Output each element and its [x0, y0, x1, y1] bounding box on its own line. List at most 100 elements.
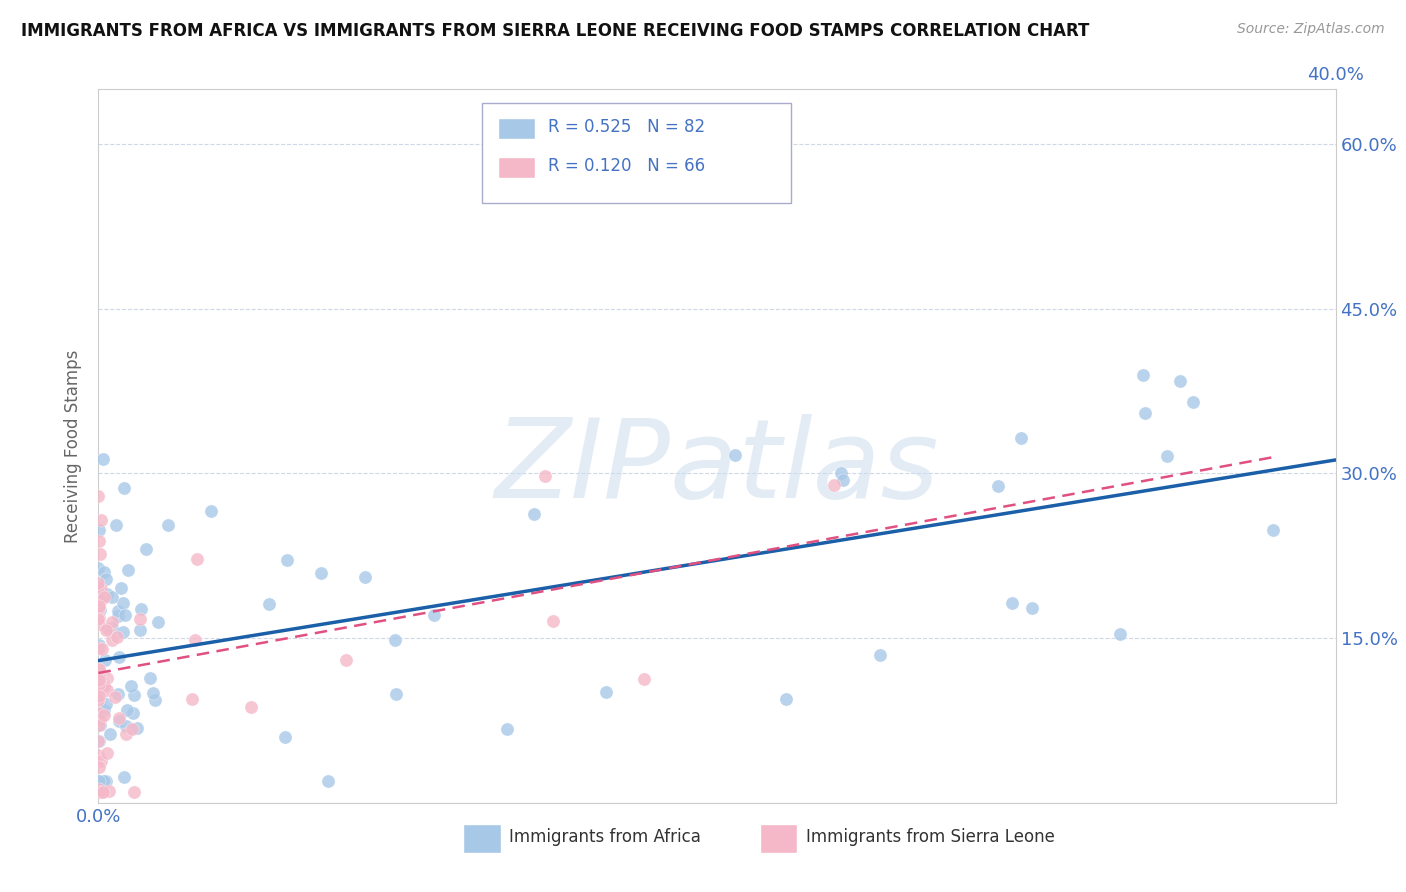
Point [94, 653, 117, 667]
Point [423, 607, 446, 622]
Point [148, 615, 170, 629]
Point [91, 642, 114, 657]
Point [87, 773, 110, 788]
Point [830, 466, 852, 480]
Point [89, 734, 111, 748]
Text: ZIPatlas: ZIPatlas [495, 414, 939, 521]
Point [129, 623, 152, 637]
Point [97, 622, 120, 636]
Point [89, 692, 111, 706]
Point [1021, 601, 1043, 615]
Point [89, 603, 111, 617]
Point [184, 633, 207, 648]
Point [97, 783, 120, 797]
Point [90, 592, 112, 607]
Point [129, 602, 152, 616]
Point [869, 648, 891, 663]
Point [91, 773, 114, 788]
Point [107, 604, 129, 618]
Point [87, 782, 110, 797]
Point [1000, 597, 1022, 611]
Point [87, 576, 110, 591]
Point [100, 726, 122, 740]
Bar [498, 118, 536, 139]
Point [107, 609, 129, 624]
Point [89, 547, 111, 561]
Point [90, 785, 112, 799]
Point [1133, 406, 1156, 420]
Text: Immigrants from Africa: Immigrants from Africa [509, 828, 702, 846]
Point [259, 597, 281, 611]
Point [87, 602, 110, 616]
Point [108, 650, 131, 665]
Point [89, 533, 111, 548]
Point [112, 770, 135, 784]
Y-axis label: Receiving Food Stamps: Receiving Food Stamps [65, 350, 83, 542]
Point [107, 711, 129, 725]
Point [1108, 626, 1130, 640]
Point [90, 513, 112, 527]
Point [239, 700, 262, 714]
Point [384, 632, 406, 647]
Point [115, 718, 138, 732]
Point [104, 690, 127, 704]
Point [832, 474, 855, 488]
Text: Immigrants from Sierra Leone: Immigrants from Sierra Leone [806, 828, 1054, 846]
Point [87, 686, 110, 700]
Point [143, 693, 166, 707]
Point [87, 489, 110, 503]
Point [142, 686, 165, 700]
Point [93, 703, 115, 717]
Point [541, 614, 564, 628]
Point [87, 673, 110, 687]
Point [87, 689, 110, 703]
Point [90, 582, 112, 597]
Text: R = 0.525   N = 82: R = 0.525 N = 82 [547, 118, 704, 136]
Point [87, 706, 110, 721]
Point [122, 706, 145, 720]
Point [93, 565, 115, 579]
Point [127, 722, 149, 736]
Point [775, 692, 797, 706]
Point [91, 451, 114, 466]
Point [93, 676, 115, 690]
Point [496, 722, 519, 736]
Point [139, 671, 162, 685]
Point [90, 754, 112, 768]
Point [93, 679, 115, 693]
Point [112, 481, 135, 495]
Point [89, 611, 111, 625]
Point [595, 684, 617, 698]
Point [91, 785, 114, 799]
Point [335, 653, 357, 667]
Point [94, 698, 117, 712]
Point [87, 580, 110, 594]
Point [94, 572, 117, 586]
Point [385, 687, 408, 701]
Point [89, 671, 111, 685]
Point [89, 523, 111, 537]
Point [105, 630, 128, 644]
Point [180, 692, 202, 706]
Point [122, 785, 145, 799]
Point [96, 682, 118, 697]
Point [89, 641, 111, 656]
Point [87, 664, 110, 678]
Point [87, 612, 110, 626]
Point [135, 541, 157, 556]
Point [273, 730, 295, 744]
Point [87, 785, 110, 799]
Point [87, 561, 110, 575]
Point [186, 552, 208, 566]
Point [87, 734, 110, 748]
Point [523, 508, 546, 522]
Point [96, 587, 118, 601]
Point [104, 517, 127, 532]
Point [96, 623, 118, 637]
Bar [498, 157, 536, 178]
Point [89, 773, 111, 788]
Point [633, 672, 655, 686]
Point [87, 601, 110, 615]
Point [89, 760, 111, 774]
Point [100, 615, 122, 630]
